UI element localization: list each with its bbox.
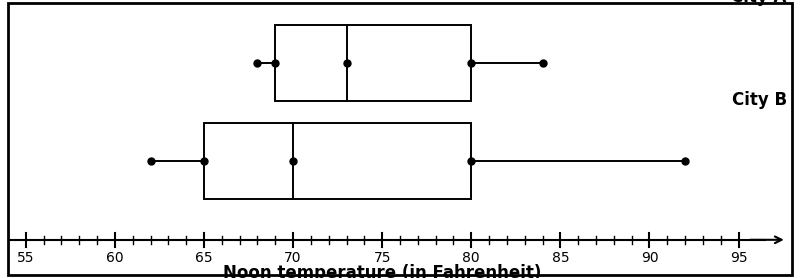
Text: 55: 55: [17, 251, 34, 265]
Bar: [275, 24, 471, 101]
Text: Noon temperature (in Fahrenheit): Noon temperature (in Fahrenheit): [223, 264, 542, 278]
Text: 75: 75: [374, 251, 391, 265]
Text: 90: 90: [641, 251, 658, 265]
Bar: [204, 123, 471, 199]
Text: City A: City A: [731, 0, 786, 6]
Text: 70: 70: [284, 251, 302, 265]
Text: City B: City B: [731, 91, 786, 109]
Text: 85: 85: [551, 251, 569, 265]
Text: 65: 65: [195, 251, 213, 265]
Text: 60: 60: [106, 251, 124, 265]
Text: 80: 80: [462, 251, 480, 265]
Text: 95: 95: [730, 251, 747, 265]
Bar: [8, 3, 792, 275]
